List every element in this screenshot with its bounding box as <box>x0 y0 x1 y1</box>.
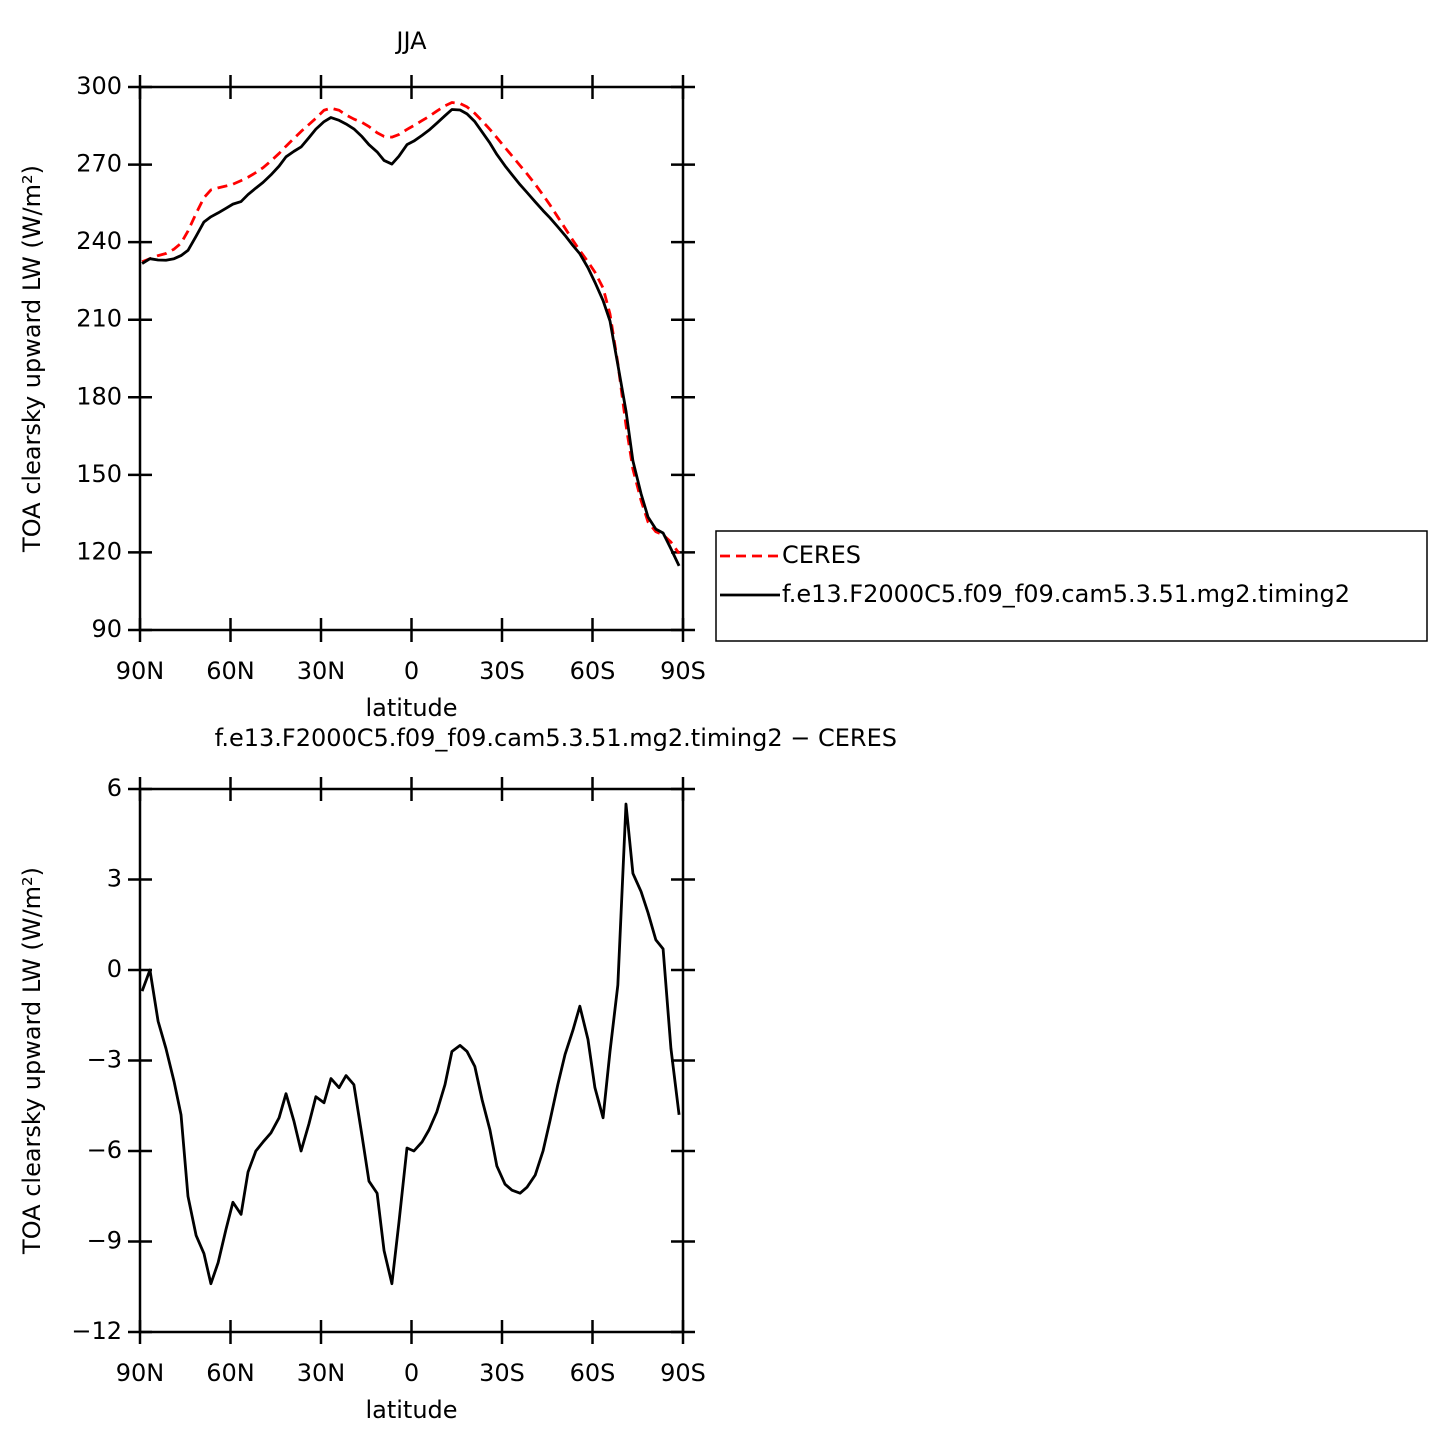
y-axis-label: TOA clearsky upward LW (W/m²) <box>18 165 46 553</box>
y-tick-label: 270 <box>76 150 122 178</box>
y-tick-label: 3 <box>107 865 122 893</box>
legend-box <box>715 530 1428 642</box>
x-tick-label: 60N <box>206 1359 255 1387</box>
y-tick-label: 90 <box>91 615 122 643</box>
x-tick-label: 30N <box>297 657 346 685</box>
data-line <box>141 101 681 555</box>
legend-label: CERES <box>782 541 861 569</box>
y-axis-label: TOA clearsky upward LW (W/m²) <box>18 867 46 1255</box>
y-tick-label: 180 <box>76 382 122 410</box>
data-line <box>140 802 681 1286</box>
y-tick-label: −9 <box>87 1227 122 1255</box>
y-tick-label: 6 <box>107 774 122 802</box>
chart-title: JJA <box>394 27 427 55</box>
x-tick-label: 60S <box>570 657 616 685</box>
y-tick-label: −6 <box>87 1136 122 1164</box>
y-tick-label: −12 <box>71 1317 122 1345</box>
y-tick-label: 300 <box>76 72 122 100</box>
y-tick-label: 120 <box>76 537 122 565</box>
y-tick-label: 240 <box>76 227 122 255</box>
x-tick-label: 60S <box>570 1359 616 1387</box>
plot-frame <box>138 85 685 632</box>
legend-label: f.e13.F2000C5.f09_f09.cam5.3.51.mg2.timi… <box>782 580 1350 608</box>
x-tick-label: 30S <box>479 657 525 685</box>
x-tick-label: 30N <box>297 1359 346 1387</box>
x-axis-label: latitude <box>365 1396 457 1424</box>
chart-title: f.e13.F2000C5.f09_f09.cam5.3.51.mg2.timi… <box>215 724 897 752</box>
x-tick-label: 30S <box>479 1359 525 1387</box>
x-tick-label: 90N <box>116 1359 165 1387</box>
x-tick-label: 0 <box>404 1359 419 1387</box>
x-tick-label: 90S <box>660 657 706 685</box>
x-tick-label: 90S <box>660 1359 706 1387</box>
x-tick-label: 60N <box>206 657 255 685</box>
x-axis-label: latitude <box>365 694 457 722</box>
y-tick-label: 150 <box>76 460 122 488</box>
y-tick-label: 210 <box>76 305 122 333</box>
y-tick-label: 0 <box>107 955 122 983</box>
x-tick-label: 0 <box>404 657 419 685</box>
y-tick-label: −3 <box>87 1046 122 1074</box>
x-tick-label: 90N <box>116 657 165 685</box>
data-line <box>141 108 681 567</box>
